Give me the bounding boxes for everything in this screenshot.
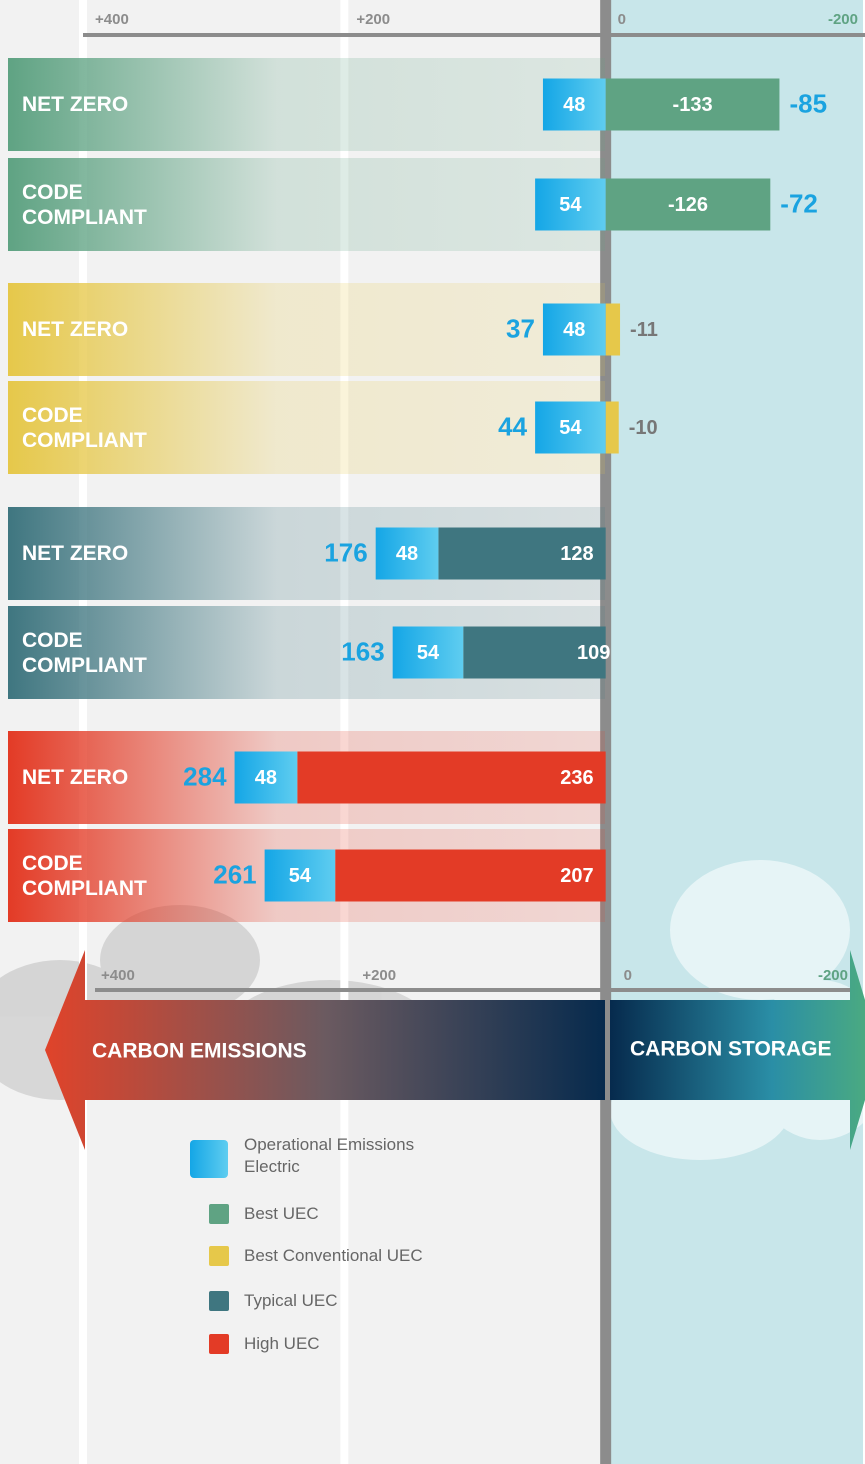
x-tick-label: +200 bbox=[362, 967, 396, 984]
legend-label: Operational Emissions Electric bbox=[244, 1135, 415, 1176]
x-tick-label: +200 bbox=[356, 11, 390, 28]
legend-swatch bbox=[209, 1204, 229, 1224]
storage-bg bbox=[605, 0, 865, 1464]
bar-segment bbox=[605, 78, 780, 131]
category-label: CODE COMPLIANT bbox=[22, 851, 147, 900]
bar-segment bbox=[234, 751, 298, 804]
category-label: NET ZERO bbox=[22, 766, 129, 789]
x-tick-label: -200 bbox=[828, 11, 858, 28]
bar-segment bbox=[375, 527, 439, 580]
bar-segment bbox=[605, 401, 619, 454]
bar-segment bbox=[605, 303, 621, 356]
bar-segment bbox=[335, 849, 606, 902]
data-label: 109 bbox=[577, 642, 610, 664]
bar-segment bbox=[438, 527, 606, 580]
legend-swatch bbox=[209, 1334, 229, 1354]
data-label: -10 bbox=[629, 417, 658, 439]
x-tick-label: 0 bbox=[618, 11, 626, 28]
category-label: CODE COMPLIANT bbox=[22, 628, 147, 677]
category-label: NET ZERO bbox=[22, 542, 129, 565]
legend-label: Best Conventional UEC bbox=[244, 1246, 423, 1265]
bar-segment bbox=[264, 849, 336, 902]
bar-segment bbox=[542, 78, 606, 131]
total-label: 163 bbox=[341, 636, 384, 666]
data-label: -133 bbox=[673, 94, 713, 116]
row-band bbox=[8, 58, 605, 151]
legend-label: Best UEC bbox=[244, 1204, 319, 1223]
annotation: CARBON EMISSIONS bbox=[92, 1040, 307, 1063]
data-label: 128 bbox=[560, 543, 593, 565]
total-label: 261 bbox=[213, 859, 256, 889]
data-label: 48 bbox=[563, 319, 585, 341]
total-label: -72 bbox=[780, 188, 818, 218]
category-label: CODE COMPLIANT bbox=[22, 180, 147, 229]
row-band bbox=[8, 158, 605, 251]
total-label: 37 bbox=[506, 313, 535, 343]
category-label: NET ZERO bbox=[22, 318, 129, 341]
row-band bbox=[8, 283, 605, 376]
data-label: 207 bbox=[560, 865, 593, 887]
data-label: 48 bbox=[396, 543, 418, 565]
data-label: 48 bbox=[255, 767, 277, 789]
data-label: -126 bbox=[668, 194, 708, 216]
total-label: -85 bbox=[789, 88, 827, 118]
data-label: 54 bbox=[289, 865, 312, 887]
annotation: CARBON STORAGE bbox=[630, 1038, 831, 1061]
x-tick-label: 0 bbox=[624, 967, 632, 984]
bar-segment bbox=[392, 626, 464, 679]
bar-segment bbox=[542, 303, 606, 356]
category-label: NET ZERO bbox=[22, 93, 129, 116]
emissions-arrow bbox=[45, 950, 605, 1150]
x-tick-label: +400 bbox=[95, 11, 129, 28]
data-label: 54 bbox=[559, 417, 582, 439]
x-tick-label: -200 bbox=[818, 967, 848, 984]
bar-segment bbox=[297, 751, 606, 804]
legend-swatch bbox=[190, 1140, 228, 1178]
legend-swatch bbox=[209, 1246, 229, 1266]
legend-label: High UEC bbox=[244, 1334, 320, 1353]
total-label: 44 bbox=[498, 411, 527, 441]
data-label: 48 bbox=[563, 94, 585, 116]
row-band bbox=[8, 381, 605, 474]
bar-segment bbox=[605, 178, 771, 231]
bar-segment bbox=[535, 401, 606, 454]
data-label: 54 bbox=[417, 642, 440, 664]
data-label: 236 bbox=[560, 767, 593, 789]
legend-label: Typical UEC bbox=[244, 1291, 338, 1310]
x-tick-label: +400 bbox=[101, 967, 135, 984]
total-label: 176 bbox=[324, 537, 367, 567]
storage-arrow bbox=[610, 950, 865, 1150]
bar-segment bbox=[463, 626, 606, 679]
category-label: CODE COMPLIANT bbox=[22, 403, 147, 452]
data-label: -11 bbox=[630, 319, 658, 341]
bar-segment bbox=[535, 178, 606, 231]
total-label: 284 bbox=[183, 761, 227, 791]
data-label: 54 bbox=[559, 194, 582, 216]
legend-swatch bbox=[209, 1291, 229, 1311]
